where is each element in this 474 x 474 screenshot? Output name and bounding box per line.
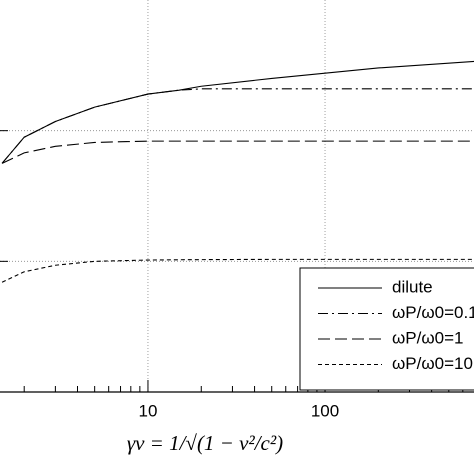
series-line — [1, 258, 474, 283]
x-axis-label: γv = 1/√(1 − v²/c²) — [127, 431, 283, 455]
legend-label: ωP/ω0=10 — [392, 354, 473, 373]
legend-label: ωP/ω0=0.1 — [392, 303, 474, 322]
x-tick-label: 10 — [139, 401, 158, 420]
legend-label: dilute — [392, 277, 433, 296]
series-line — [1, 60, 474, 164]
x-tick-label: 100 — [311, 401, 339, 420]
series-line — [1, 88, 474, 164]
legend-label: ωP/ω0=1 — [392, 328, 463, 347]
series-line — [1, 140, 474, 164]
